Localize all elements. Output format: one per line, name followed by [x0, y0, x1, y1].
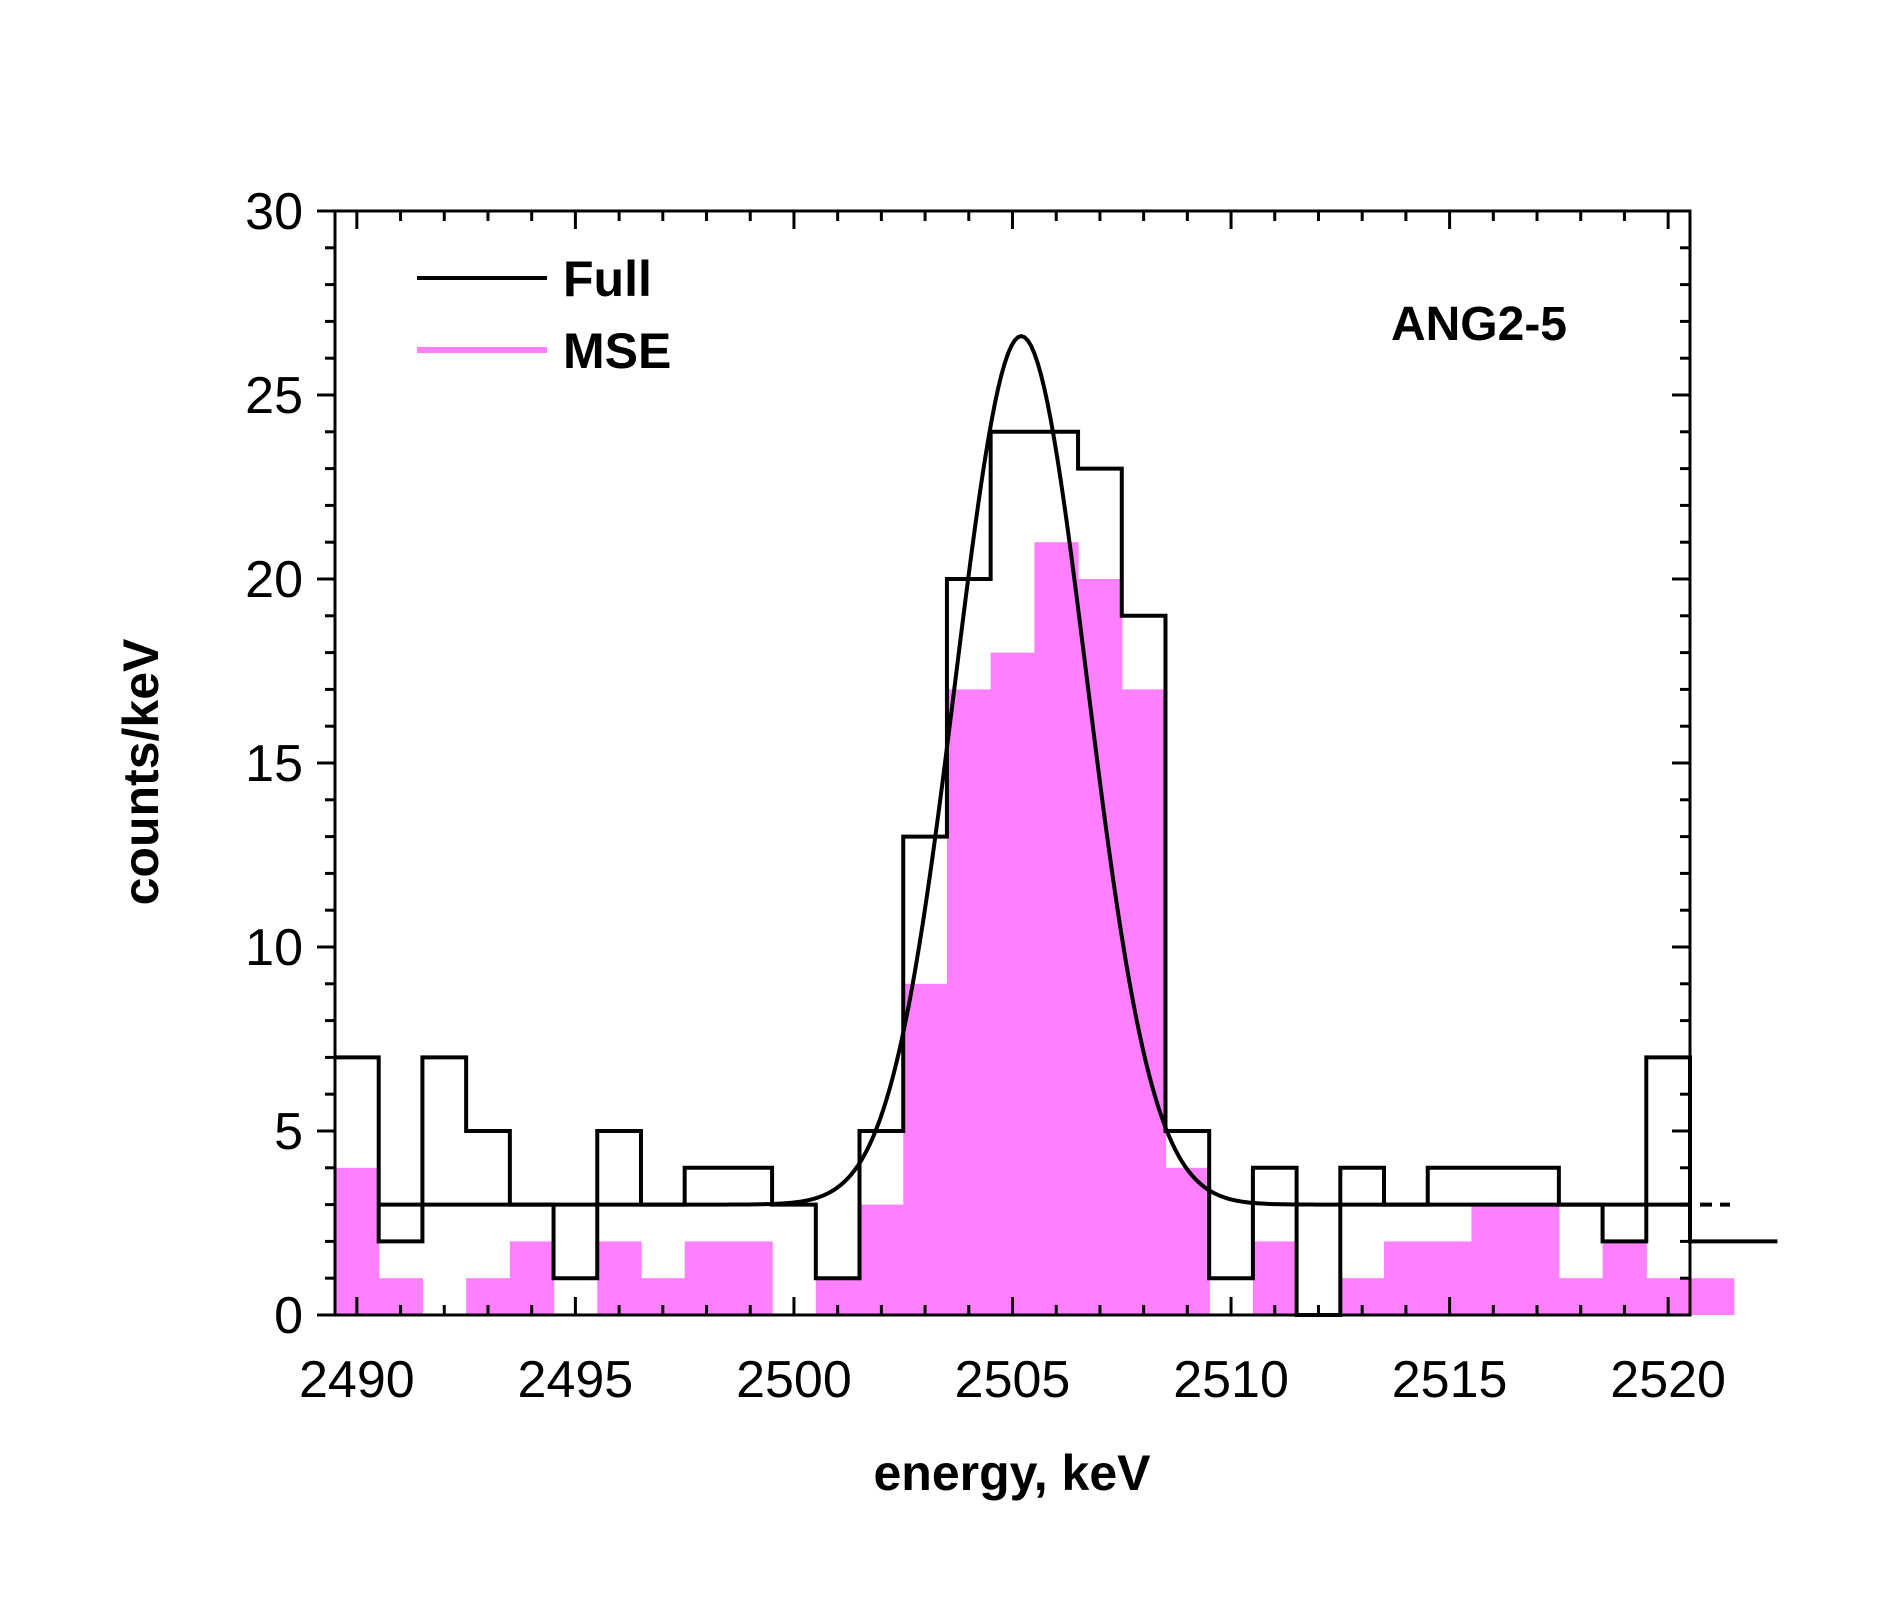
y-tick-label: 10: [245, 919, 303, 977]
legend-mse-label: MSE: [563, 323, 671, 379]
x-tick-label: 2520: [1610, 1351, 1726, 1409]
axis-ticks: [317, 209, 1690, 1317]
y-tick-label: 15: [245, 735, 303, 793]
mse-bar: [1515, 1204, 1560, 1315]
x-tick-label: 2510: [1173, 1351, 1289, 1409]
full-histogram: [335, 429, 1778, 1317]
mse-bar: [1165, 1167, 1210, 1315]
full-step-line: [335, 429, 1778, 1317]
mse-bar: [990, 652, 1035, 1315]
mse-bar: [1602, 1241, 1647, 1315]
y-tick-label: 0: [274, 1287, 303, 1345]
x-tick-label: 2495: [518, 1351, 634, 1409]
x-tick-label: 2505: [955, 1351, 1071, 1409]
mse-bar: [597, 1241, 642, 1315]
mse-bar: [1690, 1278, 1735, 1315]
fit-curve-line: [378, 334, 1690, 1207]
y-axis-title: counts/keV: [113, 638, 169, 905]
legend-full-label: Full: [563, 251, 652, 307]
mse-bar: [728, 1241, 773, 1315]
mse-bar: [684, 1241, 729, 1315]
mse-bar: [903, 983, 948, 1315]
x-tick-labels: 2490 2495 2500 2505 2510 2515 2520: [299, 1351, 1726, 1409]
y-tick-label: 30: [245, 183, 303, 241]
mse-bar: [1034, 542, 1079, 1315]
y-tick-label: 25: [245, 367, 303, 425]
mse-bar: [946, 689, 992, 1315]
x-tick-label: 2515: [1392, 1351, 1508, 1409]
mse-bar: [335, 1167, 380, 1315]
mse-bar: [1384, 1241, 1429, 1315]
mse-bar: [1471, 1204, 1516, 1315]
y-tick-labels: 0 5 10 15 20 25 30: [245, 183, 303, 1345]
mse-bar: [1078, 579, 1123, 1315]
x-axis-title: energy, keV: [873, 1445, 1151, 1501]
x-tick-label: 2500: [736, 1351, 852, 1409]
mse-bar: [859, 1204, 904, 1315]
mse-bar: [509, 1241, 555, 1315]
x-tick-label: 2490: [299, 1351, 415, 1409]
dataset-annotation: ANG2-5: [1391, 298, 1567, 351]
legend: Full MSE: [417, 251, 671, 379]
mse-bar: [1252, 1241, 1298, 1315]
y-tick-label: 5: [274, 1103, 303, 1161]
mse-bar: [1121, 689, 1167, 1315]
mse-histogram: [335, 542, 1735, 1315]
y-tick-label: 20: [245, 551, 303, 609]
